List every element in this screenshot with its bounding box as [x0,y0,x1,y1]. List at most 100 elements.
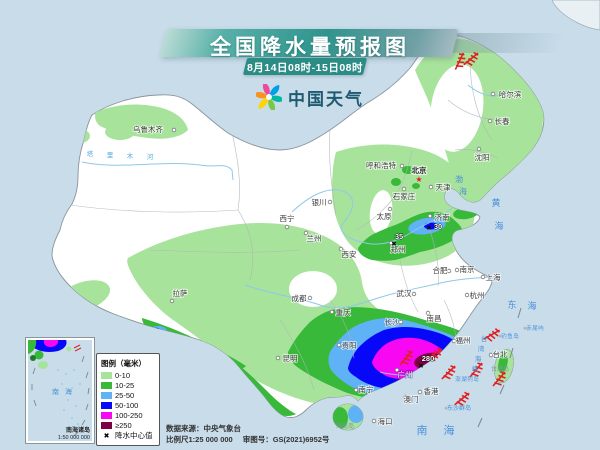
region-label-char: 峡 [472,364,479,373]
region-label-char: 湾 [478,344,485,353]
china-weather-logo: 中国天气 [256,84,364,110]
island-dot [444,406,448,410]
city-dot [490,91,496,97]
region-label-char: 尾 [532,325,538,332]
city-label: 上海 [486,272,501,282]
city-dot [338,246,344,252]
region-label-char: 河 [147,153,154,161]
city-label: 南昌 [427,313,442,323]
city-label: 石家庄 [393,191,416,201]
legend-center-marker-row: ✖ 降水中心值 [101,432,155,440]
city-dot [451,338,457,344]
region-label-char: 湖 [461,375,467,383]
city-dot [398,319,404,325]
city-label: 台北 [493,349,508,359]
city-dot [480,274,486,280]
city-dot [411,291,417,297]
city-dot [353,387,359,393]
city-dot [303,230,309,236]
city-dot [401,186,407,192]
city-label: 乌鲁木齐 [133,124,163,134]
island-dot [523,326,527,330]
city-label: 哈尔滨 [499,89,522,99]
region-label-char: 台 [481,334,488,343]
city-label: 南京 [460,264,475,274]
legend-swatch [101,372,112,380]
region-label-char: 海 [459,186,467,196]
city-label: 西宁 [280,213,295,223]
city-dot [388,240,394,246]
inset-map: 南海 南海诸岛 1:50 000 000 [28,340,92,441]
region-label-char: 东 [447,404,453,412]
legend-item: 10-25 [101,382,155,390]
legend-swatch [101,392,112,400]
region-label-char: 东 [507,299,516,310]
legend-item: 25-50 [101,392,155,400]
city-label: 成都 [292,293,307,303]
region-label-char: 鱼 [507,332,513,340]
city-dot [327,199,333,205]
city-label: 郑州 [391,244,406,254]
sea-boundary-dashes [477,307,522,428]
province-borders [69,59,499,391]
city-dot [336,342,342,348]
city-dot [428,184,434,190]
city-label: 海口 [378,416,393,426]
legend-item-label: 10-25 [115,381,135,390]
inset-sea-label: 南海 [52,387,78,396]
city-label: 拉萨 [173,288,188,298]
region-label-char: 海 [444,423,455,437]
city-dot [476,146,482,152]
scale-and-approval: 比例尺1:25 000 000 审图号：GS(2021)6952号 [166,434,329,445]
region-label-char: 岛 [513,332,519,340]
inset-scale: 1:50 000 000 [58,435,90,441]
center-marker-symbol: ✖ [103,433,110,440]
region-label-char: 岛 [465,404,471,412]
pinwheel-logo-icon [256,84,282,110]
legend-item-label: ≥250 [115,421,132,430]
city-dot [402,394,408,400]
city-label: 西安 [342,249,357,259]
city-label: 呼和浩特 [366,160,396,170]
city-label: 长春 [495,116,510,126]
legend-swatch [101,402,112,410]
city-dot [487,118,493,124]
city-label: 兰州 [307,233,322,243]
city-dot [399,163,405,169]
city-label: 武汉 [397,288,412,298]
city-label: 昆明 [283,354,298,363]
city-label: 香港 [424,386,439,396]
legend-item: 50-100 [101,402,155,410]
city-dot [284,224,290,230]
legend-swatch [101,412,112,420]
center-marker-x: ✖ [426,225,431,232]
center-marker-x: ✖ [391,241,396,248]
logo-wordmark: 中国天气 [288,89,364,109]
page-title: 全国降水量预报图 [210,36,410,59]
city-dot [371,418,377,424]
city-dot [307,295,313,301]
map-scale: 比例尺1:25 000 000 [166,435,233,445]
city-label: 沈阳 [475,152,490,162]
city-label: 合肥 [433,265,448,275]
region-label-char: 里 [107,151,114,159]
region-label-char: 赤 [526,324,532,332]
data-source: 数据来源：中央气象台 [166,424,241,433]
region-label-char: 黄 [491,197,500,208]
sea-and-region-labels: 渤海黄海东 海南 海台湾海峡塔里木河钓鱼岛赤尾屿台湾岛海南岛东沙群岛澎湖列岛 [87,149,544,437]
region-label-char: 木 [127,151,134,160]
center-value: 280 [422,354,435,363]
region-label-char: 岛 [348,422,354,430]
banner-tail-swoosh [448,33,566,53]
approval-number: 审图号：GS(2021)6952号 [242,435,330,445]
city-dot [446,268,452,274]
city-label: 北京 [412,165,427,175]
capital-star-icon: ★ [415,175,422,184]
legend-rows: 0-10 10-25 25-50 50-100 100-250 ≥250 [101,372,155,430]
city-dot [488,352,494,358]
city-dot [387,206,393,212]
foreign-coast [551,0,600,31]
legend-item: 100-250 [101,412,155,420]
